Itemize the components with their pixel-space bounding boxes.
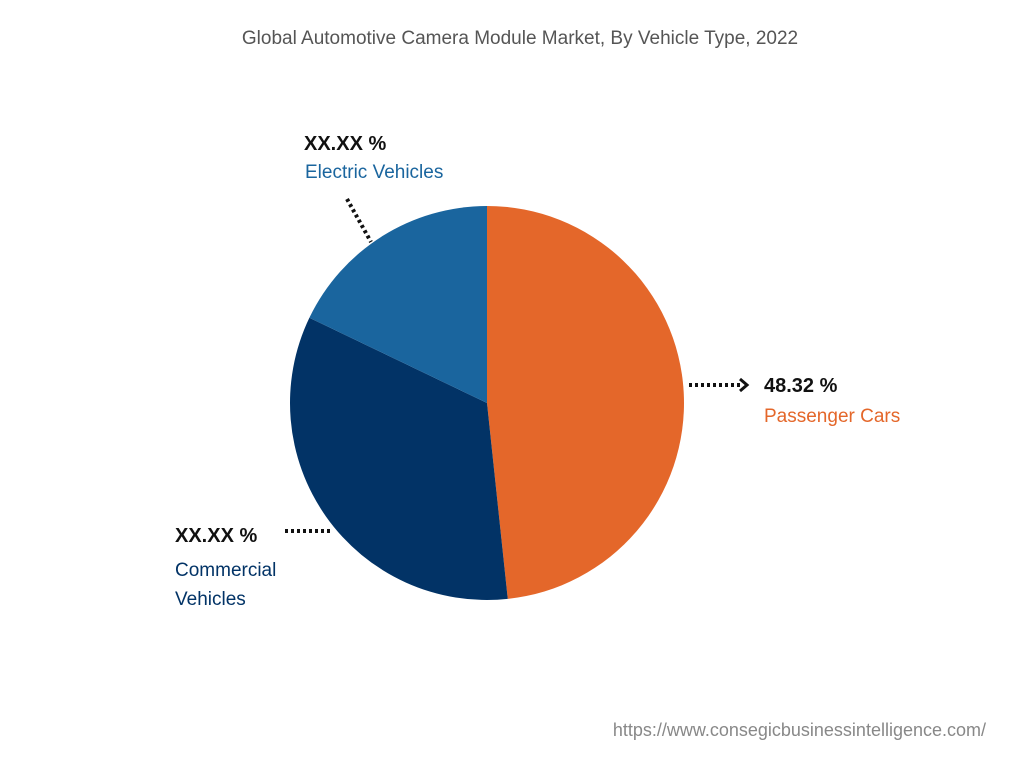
pie-slice-electric-vehicles [309,206,487,403]
passenger-label: Passenger Cars [764,406,901,427]
arrow-head [739,377,750,393]
electric-label: Electric Vehicles [305,162,444,183]
pie-slice-commercial-vehicles [290,317,508,600]
source-url[interactable]: https://www.consegicbusinessintelligence… [612,720,986,740]
commercial-label-line2: Vehicles [175,589,246,610]
electric-value: XX.XX % [304,133,387,155]
chart-title: Global Automotive Camera Module Market, … [241,28,799,49]
passenger-value: 48.32 % [764,375,838,397]
commercial-value: XX.XX % [175,525,258,547]
leader-electric [345,198,373,243]
commercial-label-line1: Commercial [175,560,277,581]
pie-slice-passenger-cars [487,206,684,599]
commercial-label: Commercial Vehicles [175,556,276,614]
